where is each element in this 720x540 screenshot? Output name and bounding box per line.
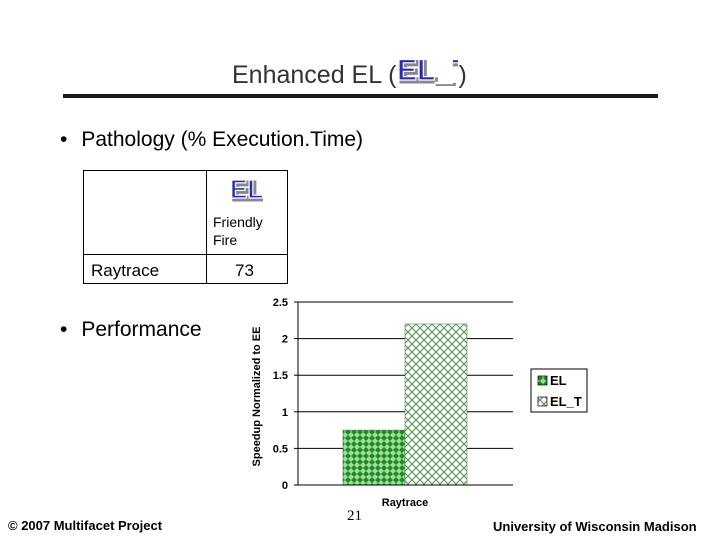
slide-title-close: ) [458, 61, 467, 89]
chart-legend: EL EL_T [530, 368, 588, 413]
footer-copyright: © 2007 Multifacet Project [8, 518, 163, 533]
y-tick-label: 1 [282, 407, 288, 419]
bar-el [342, 429, 406, 486]
legend-swatch [537, 375, 548, 386]
title-divider [63, 94, 658, 98]
y-tick-label: 0 [282, 480, 288, 492]
legend-label: EL [550, 373, 567, 388]
y-tick-label: 1.5 [273, 370, 288, 382]
svg-text:EL: EL [232, 176, 263, 203]
slide-title-text: Enhanced EL ( [232, 61, 397, 89]
legend-label: EL_T [550, 394, 582, 409]
table-header-label: Friendly Fire [213, 214, 263, 248]
y-axis-title: Speedup Normalized to EE [251, 327, 263, 467]
table-row-value: 73 [206, 254, 288, 284]
y-tick-label: 2 [282, 334, 288, 346]
legend-swatch [537, 396, 548, 407]
page-number: 21 [347, 508, 362, 524]
bullet-dot: • [60, 318, 68, 341]
slide-title: Enhanced EL (EL_TEL_T) [232, 53, 474, 93]
svg-text:EL: EL [230, 175, 263, 203]
y-tick-labels: 0 0.5 1 1.5 2 2.5 [273, 297, 298, 492]
pathology-table: EL EL Friendly Fire Raytrace 73 [83, 170, 288, 284]
x-category-label: Raytrace [382, 497, 428, 509]
footer-university: University of Wisconsin Madison [493, 519, 697, 534]
y-tick-label: 0.5 [273, 443, 288, 455]
bullet-text: Performance [81, 318, 202, 341]
table-header-cell: EL EL Friendly Fire [206, 170, 288, 255]
table-row-label: Raytrace [83, 254, 207, 284]
bar-el-t [404, 323, 468, 486]
el-logo-icon: EL EL [229, 173, 266, 208]
bullet-performance: • Performance [60, 318, 202, 342]
bullet-dot: • [60, 128, 68, 151]
y-tick-label: 2.5 [273, 297, 288, 309]
bullet-pathology: • Pathology (% Execution.Time) [60, 128, 363, 152]
bullet-text: Pathology (% Execution.Time) [81, 128, 364, 151]
chart-bars [342, 323, 468, 486]
